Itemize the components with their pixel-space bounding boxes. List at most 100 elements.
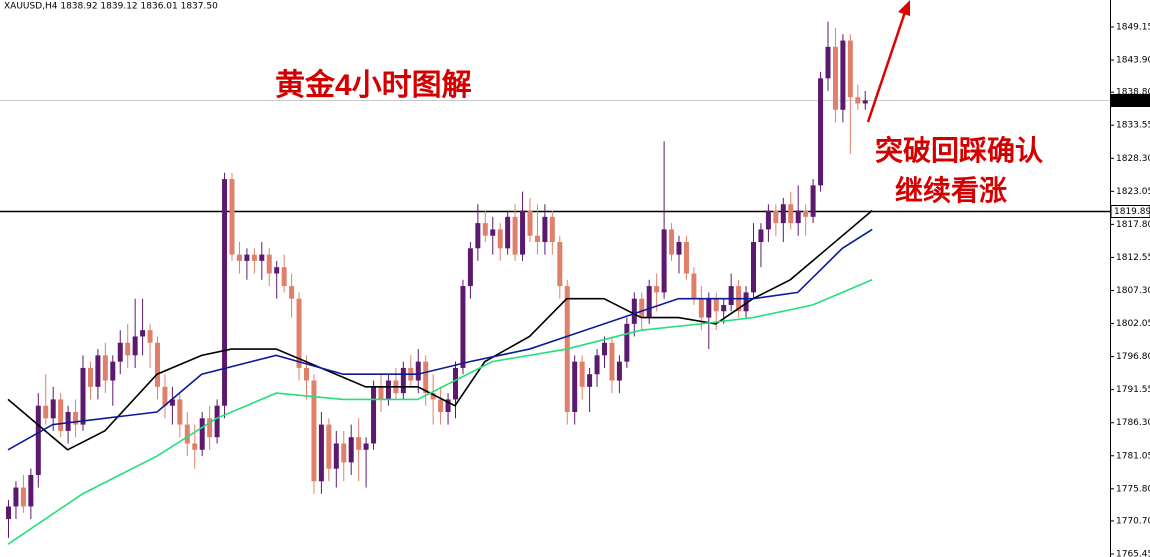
y-tick-label: 1791.55 — [1116, 385, 1150, 395]
candle-body — [475, 223, 481, 249]
candle-body — [58, 399, 64, 431]
y-tick-label: 1817.80 — [1116, 220, 1150, 230]
candle-body — [631, 298, 637, 324]
candle-body — [825, 46, 831, 79]
candle-body — [609, 342, 615, 381]
price-label: 1819.89 — [1114, 207, 1150, 217]
candle-body — [423, 361, 429, 394]
candle-body — [378, 386, 384, 400]
candle-body — [6, 506, 11, 520]
candle-body — [385, 380, 391, 400]
candle-body — [177, 399, 183, 425]
candle-body — [676, 242, 682, 255]
y-tick-label: 1781.05 — [1116, 451, 1150, 461]
candle-body — [467, 248, 473, 287]
candle-body — [549, 216, 555, 243]
candle-body — [162, 386, 168, 406]
candle-body — [155, 342, 160, 387]
candle-body — [43, 405, 49, 419]
candle-body — [400, 367, 406, 394]
y-tick-label: 1833.55 — [1116, 121, 1150, 131]
candle-body — [803, 210, 809, 217]
candle-body — [102, 355, 108, 381]
candle-body — [862, 100, 868, 104]
candle-body — [125, 342, 131, 356]
candle-body — [698, 298, 704, 318]
candle-body — [415, 361, 421, 381]
y-tick-label: 1770.70 — [1116, 516, 1150, 526]
price-label: 1837.50 — [1114, 96, 1150, 106]
candle-body — [505, 216, 511, 249]
candle-body — [795, 210, 801, 224]
candle-body — [527, 210, 533, 236]
candle-body — [453, 367, 458, 400]
candle-body — [214, 405, 220, 438]
candle-body — [266, 254, 272, 274]
candle-body — [281, 267, 287, 287]
candle-body — [13, 487, 19, 507]
annotation: 突破回踩确认 — [875, 134, 1043, 166]
candle-body — [728, 286, 734, 305]
candle-body — [691, 273, 697, 299]
candle-body — [482, 223, 488, 236]
candle-body — [594, 355, 600, 375]
candle-body — [333, 443, 339, 469]
y-tick-label: 1775.80 — [1116, 484, 1150, 494]
y-tick-label: 1849.15 — [1116, 23, 1150, 33]
candle-body — [341, 443, 347, 463]
candle-body — [95, 355, 101, 387]
candle-body — [751, 242, 756, 293]
candle-body — [490, 229, 496, 236]
candle-body — [318, 424, 324, 482]
y-tick-label: 1823.05 — [1116, 187, 1150, 197]
candle-body — [579, 361, 585, 387]
candle-body — [259, 254, 265, 261]
candle-body — [788, 204, 794, 224]
candle-body — [661, 229, 667, 293]
candle-body — [274, 267, 280, 274]
candle-body — [50, 399, 56, 419]
y-tick-label: 1843.90 — [1116, 56, 1150, 66]
candle-body — [512, 216, 518, 255]
annotation: 继续看涨 — [895, 174, 1007, 206]
candle-body — [683, 242, 689, 274]
candle-body — [363, 443, 369, 450]
candle-body — [572, 361, 578, 413]
candle-body — [639, 298, 645, 318]
candle-body — [497, 229, 503, 249]
plot — [0, 21, 1110, 545]
candle-body — [557, 242, 563, 287]
candle-body — [326, 424, 332, 469]
candle-body — [132, 336, 138, 356]
candle-body — [348, 437, 354, 463]
candle-body — [669, 229, 675, 255]
moving-average — [7, 279, 873, 545]
candle-body — [199, 418, 205, 450]
candle-body — [229, 179, 235, 255]
candle-body — [147, 330, 153, 343]
y-tick-label: 1796.80 — [1116, 352, 1150, 362]
candle-body — [184, 424, 190, 444]
candle-body — [192, 443, 198, 450]
candle-body — [840, 40, 846, 110]
y-tick-label: 1828.30 — [1116, 154, 1150, 164]
candle-body — [117, 342, 123, 362]
annotation: 黄金4小时图解 — [275, 68, 472, 102]
arrow — [866, 11, 907, 123]
y-tick-label: 1786.30 — [1116, 418, 1150, 428]
candle-body — [296, 298, 302, 368]
candle-body — [624, 323, 630, 362]
moving-average — [7, 228, 873, 451]
candle-body — [20, 487, 26, 507]
candle-body — [80, 367, 86, 425]
candle-body — [743, 292, 749, 312]
candle-body — [713, 298, 719, 312]
y-tick-label: 1807.30 — [1116, 286, 1150, 296]
candle-body — [847, 40, 853, 98]
candle-body — [721, 304, 727, 312]
candle-body — [534, 235, 540, 243]
candle-body — [110, 361, 116, 381]
candle-body — [758, 229, 764, 243]
